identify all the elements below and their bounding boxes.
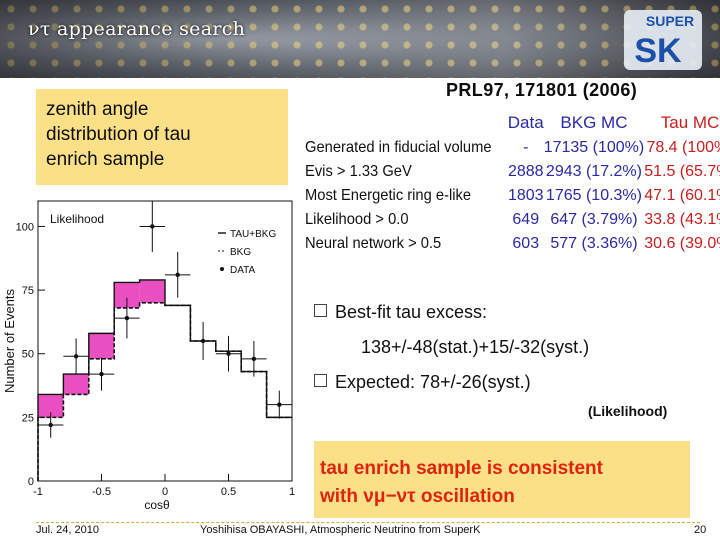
y-tick-label: 25 [22,412,34,424]
footer-author: Yoshihisa OBAYASHI, Atmospheric Neutrino… [200,524,481,536]
cell-data: 603 [512,235,540,252]
column-header-bkg: BKG MC [560,113,628,132]
tau-excess-bar [139,279,165,303]
title-banner: ντ appearance search SUPER SK [0,0,720,78]
cell-tau: 30.6 (39.0%) [644,235,720,252]
cell-data: 2888 [507,163,544,180]
publication-reference: PRL97, 171801 (2006) [446,80,638,100]
y-axis-label: Number of Events [2,288,17,393]
zenith-histogram: 0 25 50 75 100 -1 -0.5 0 0.5 1 Likelihood cosθ Numbe… [2,200,295,512]
legend-data-label: DATA [230,265,256,276]
pmt-grid-background [0,0,720,78]
x-tick-label: -1 [33,486,43,498]
y-tick-label: 100 [16,221,34,233]
best-fit-label: Best-fit tau excess: [335,302,488,322]
cell-bkg: 2943 (17.2%) [545,163,642,180]
data-point [73,354,79,359]
cell-bkg: 17135 (100%) [543,139,645,156]
table-row: Generated in fiducial volume -17135 (100%… [305,136,720,160]
table-row: Neural network > 0.5 603 577 (3.36%) 30.6 (… [305,232,720,256]
zenith-line-2: distribution of tau [46,124,191,145]
chart-title: Likelihood [50,212,104,226]
cell-bkg: 577 (3.36%) [550,235,638,252]
row-label: Likelihood > 0.0 [305,211,409,228]
data-point [251,356,257,362]
tau-bkg-histogram-line [37,279,292,481]
table-row: Likelihood > 0.0 649 647 (3.79%) 33.8 (43.1… [305,208,720,232]
data-point [124,315,130,321]
y-tick-label: 75 [22,285,34,297]
cell-bkg: 1765 (10.3%) [545,187,642,204]
footer-date: Jul. 24, 2010 [36,524,99,536]
cell-tau: 78.4 (100%) [646,139,720,156]
bullet-expected: Expected: 78+/-26(syst.) [314,372,531,393]
zenith-line-1: zenith angle [46,99,149,120]
banner-shading [0,0,720,78]
legend-data-swatch [220,267,224,271]
data-point [150,224,155,229]
cell-data: - [523,139,529,156]
page-number: 20 [694,524,707,536]
x-axis-label: cosθ [144,498,170,512]
method-note: (Likelihood) [588,403,668,419]
table-row: Evis > 1.33 GeV 2888 2943 (17.2%) 51.5 (65.… [305,160,720,184]
data-point [226,351,231,356]
y-tick-label: 0 [28,476,34,488]
y-tick-label: 50 [22,349,34,361]
selection-table: Data BKG MC Tau MC Generated in fiducial… [305,110,720,280]
logo-super-text: SUPER [646,13,694,29]
data-point [175,272,180,278]
data-point [277,402,282,407]
table-corner [305,110,492,136]
cell-data: 1803 [507,187,544,204]
row-label: Most Energetic ring e-like [305,187,472,204]
x-tick-label: -0.5 [92,486,111,498]
row-label: Generated in fiducial volume [305,139,492,156]
zenith-note-box: zenith angle distribution of tau enrich … [36,89,288,185]
cell-tau: 47.1 (60.1%) [644,187,720,204]
row-label: Evis > 1.33 GeV [305,163,412,180]
cell-tau: 51.5 (65.7%) [644,163,720,180]
bkg-histogram-line [37,302,292,481]
cell-tau: 33.8 (43.1%) [644,211,720,228]
cell-bkg: 647 (3.79%) [550,211,638,228]
x-tick-label: 0.5 [221,486,236,498]
expected-label: Expected: 78+/-26(syst.) [335,372,531,392]
bullet-best-fit: Best-fit tau excess: [314,302,487,323]
row-label: Neural network > 0.5 [305,235,442,252]
tau-excess-bar [88,333,115,359]
logo-sk-text: SK [634,32,682,70]
legend-tau-bkg-label: TAU+BKG [230,229,276,240]
footer-divider [36,522,700,523]
data-point [99,371,104,377]
slide-title: ντ appearance search [28,18,246,40]
conclusion-line-2: with νμ−ντ oscillation [320,486,515,507]
zenith-note-text: zenith angle distribution of tau enrich … [46,97,286,172]
zenith-line-3: enrich sample [46,149,165,170]
cell-data: 649 [512,211,540,228]
conclusion-text: tau enrich sample is consistent with νμ−… [320,455,603,511]
tau-excess-bar [63,374,89,395]
x-tick-label: 1 [289,486,295,498]
x-tick-label: 0 [162,486,168,498]
data-point [48,422,53,428]
conclusion-line-1: tau enrich sample is consistent [320,458,603,479]
conclusion-box: tau enrich sample is consistent with νμ−… [314,441,690,518]
bullet-box-icon [314,374,327,387]
column-header-tau: Tau MC [660,113,720,132]
table-row: Most Energetic ring e-like 1803 1765 (10.3… [305,184,720,208]
bullet-box-icon [314,304,327,317]
best-fit-value: 138+/-48(stat.)+15/-32(syst.) [361,337,590,357]
super-k-logo: SUPER SK [624,10,702,70]
tau-excess-bar [38,394,64,418]
data-point [200,338,206,344]
legend-bkg-label: BKG [230,247,251,258]
column-header-data: Data [507,113,544,132]
